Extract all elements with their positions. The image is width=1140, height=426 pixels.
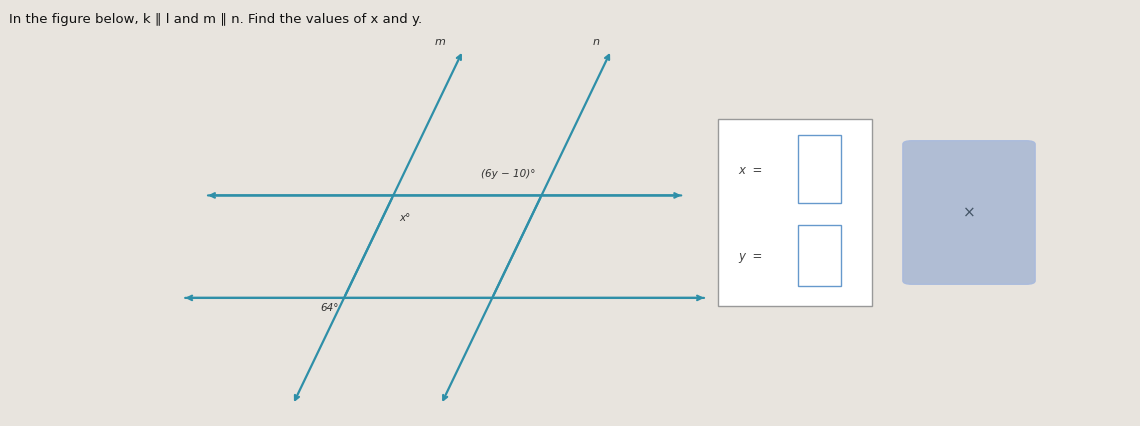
Text: 64°: 64° bbox=[320, 302, 339, 312]
FancyBboxPatch shape bbox=[798, 136, 841, 204]
FancyBboxPatch shape bbox=[903, 141, 1035, 285]
FancyBboxPatch shape bbox=[798, 225, 841, 287]
Text: ×: × bbox=[962, 205, 976, 221]
Text: y  =: y = bbox=[739, 250, 763, 262]
Text: x  =: x = bbox=[739, 164, 763, 176]
Text: m: m bbox=[435, 37, 446, 47]
Text: n: n bbox=[593, 37, 600, 47]
Text: In the figure below, k ∥ l and m ∥ n. Find the values of x and y.: In the figure below, k ∥ l and m ∥ n. Fi… bbox=[9, 13, 422, 26]
Text: x°: x° bbox=[399, 213, 410, 223]
Text: (6y − 10)°: (6y − 10)° bbox=[481, 169, 536, 179]
FancyBboxPatch shape bbox=[718, 119, 872, 307]
